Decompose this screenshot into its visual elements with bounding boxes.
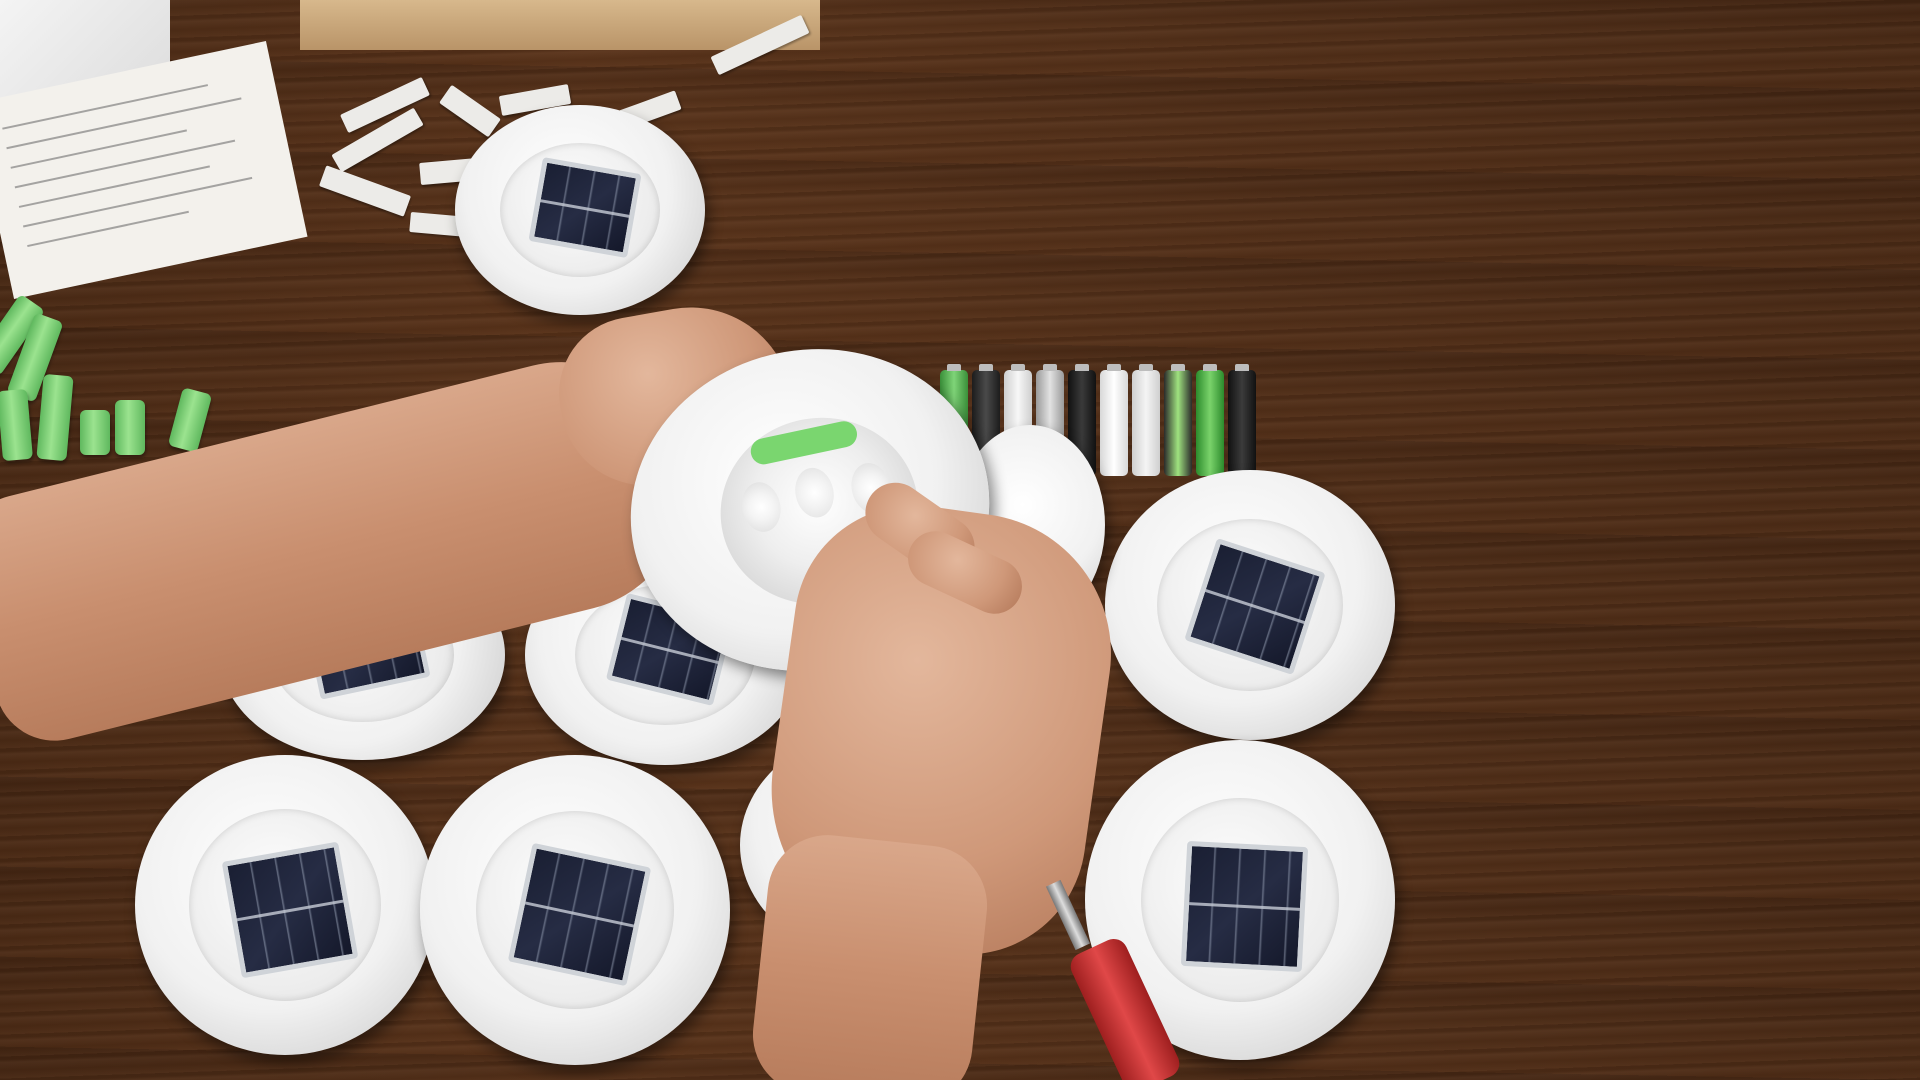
rechargeable-battery [115,400,145,455]
solar-panel-icon [221,841,359,979]
rechargeable-battery [80,410,110,455]
solar-panel-icon [508,843,652,987]
battery [1228,364,1256,476]
led-icon [790,463,839,521]
solar-panel-icon [1181,841,1309,973]
battery [1132,364,1160,476]
cardboard-box [300,0,820,50]
right-forearm [747,829,993,1080]
battery [1100,364,1128,476]
led-icon [737,479,785,536]
solar-light [135,755,435,1055]
solar-light [455,105,705,315]
battery [1196,364,1224,476]
solar-panel-icon [1184,538,1326,675]
solar-panel-icon [528,157,642,259]
solar-light [420,755,730,1065]
solar-light [1105,470,1395,740]
battery [1164,364,1192,476]
